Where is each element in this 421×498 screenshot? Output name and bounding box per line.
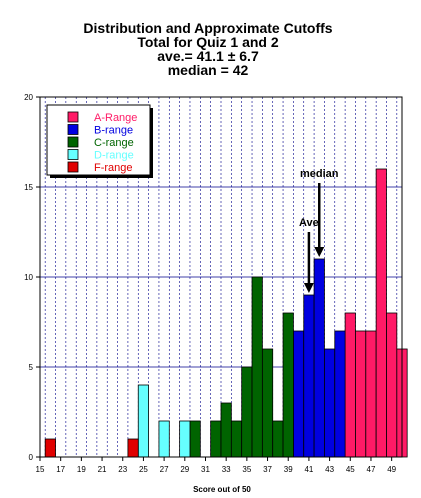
bar [324,348,336,458]
bar [179,420,191,458]
bar [261,348,274,458]
legend-label: D-range [94,150,134,162]
x-tick-label: 15 [36,465,45,474]
legend-box [46,104,151,176]
x-tick-label: 49 [387,465,396,474]
x-tick-label: 29 [180,465,189,474]
chart-subtitle-line-1: Total for Quiz 1 and 2 [137,34,279,50]
legend-label: F-range [94,162,133,174]
bar [282,312,294,458]
bar [365,330,377,458]
y-tick-label: 10 [24,273,33,282]
bar [303,294,315,458]
chart-subtitle-line-2: ave.= 41.1 ± 6.7 [157,48,259,64]
x-tick-label: 21 [98,465,107,474]
bar [386,312,398,458]
annotation-label: Ave [299,217,319,229]
bar [241,366,253,458]
x-tick-label: 25 [139,465,148,474]
chart-title: Distribution and Approximate Cutoffs [83,20,332,36]
bar [272,420,284,458]
y-axis-ticks: 0 5 10 15 20 [24,93,40,462]
bar [313,258,325,458]
x-tick-label: 33 [222,465,231,474]
bar [334,330,346,458]
annotation-arrow-head [303,283,314,293]
legend-swatch [67,161,79,173]
bar [44,438,56,458]
y-tick-label: 5 [29,363,34,372]
legend-swatch [67,149,79,160]
legend-swatch [67,111,79,123]
x-tick-label: 45 [346,465,355,474]
x-tick-label: 23 [118,465,127,474]
x-tick-label: 41 [304,465,313,474]
x-tick-label: 19 [77,465,86,474]
legend-label: B-range [94,125,133,137]
bar [189,420,201,458]
x-tick-label: 35 [242,465,251,474]
annotations: Ave median [299,168,339,293]
x-tick-label: 37 [263,465,272,474]
x-tick-label: 31 [201,465,210,474]
plot-frame [39,96,403,458]
bar [210,420,222,458]
bar [220,402,232,458]
bar [251,276,263,458]
legend-swatch [67,124,79,135]
bar [292,330,305,458]
bar [158,420,170,458]
bar [127,438,139,458]
x-tick-label: 27 [160,465,169,474]
x-tick-label: 17 [56,465,65,474]
bars-group [44,168,408,458]
bar [355,330,367,458]
legend-swatch [67,136,79,148]
bar [375,168,387,458]
bar [137,384,149,458]
x-axis-ticks: 15 17 19 21 23 25 27 29 31 33 35 37 39 41 43 45 47 49 [36,457,397,474]
y-tick-label: 20 [24,93,33,102]
bar [344,312,356,458]
x-tick-label: 47 [367,465,376,474]
legend-label: A-Range [94,112,137,124]
annotation-arrow-head [314,247,325,257]
y-tick-label: 15 [24,183,33,192]
x-tick-label: 43 [325,465,334,474]
chart-subtitle-line-3: median = 42 [168,62,249,78]
y-tick-label: 0 [29,453,34,462]
x-tick-label: 39 [284,465,293,474]
legend-label: C-range [94,137,134,149]
x-axis-label: Score out of 50 [193,485,251,494]
annotation-label: median [300,168,339,180]
bar [230,420,243,458]
